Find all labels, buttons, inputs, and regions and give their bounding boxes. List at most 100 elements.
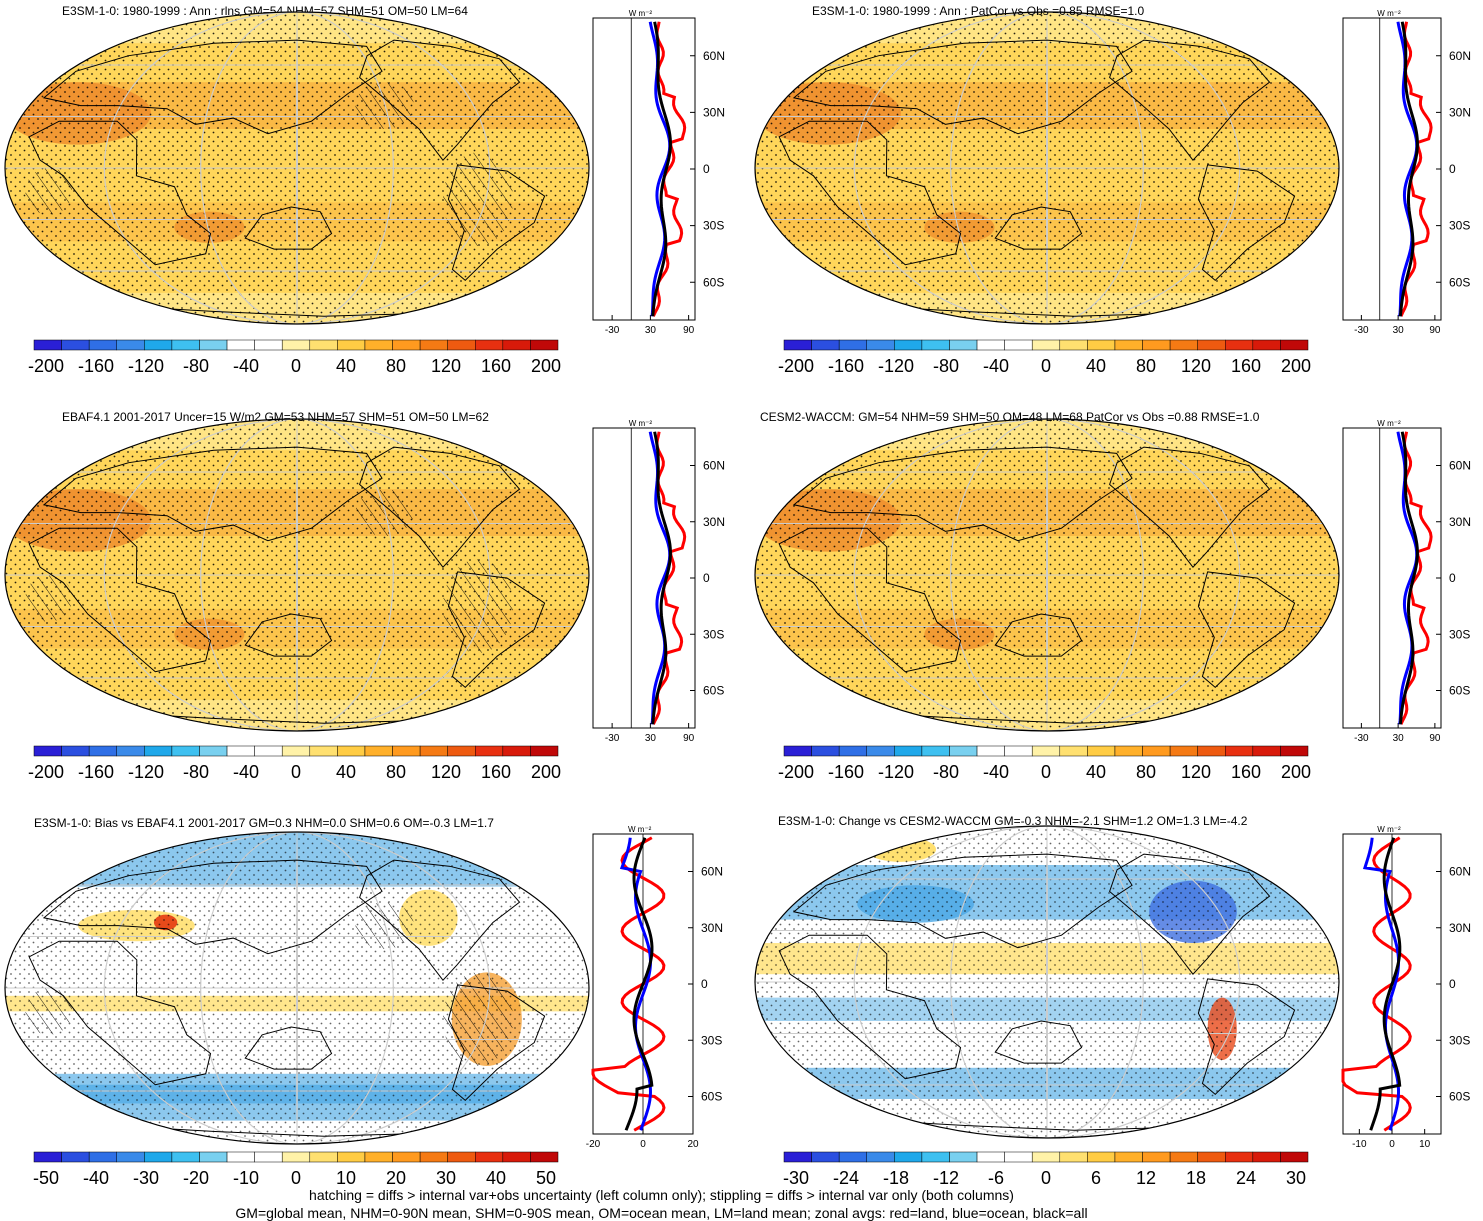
colorbar-swatch <box>502 1151 531 1163</box>
colorbar-swatch <box>783 745 812 757</box>
zonal-frame <box>592 17 696 321</box>
map-border <box>4 11 590 325</box>
colorbar-swatch <box>61 339 90 351</box>
graticule-meridian <box>200 12 394 324</box>
coastline-africa <box>28 527 212 673</box>
colorbar-swatch <box>838 745 867 757</box>
colorbar-tick-label: 30 <box>1286 1168 1306 1188</box>
zonal-line-all <box>1398 21 1419 317</box>
world-map <box>754 418 1340 732</box>
coastline-namerica <box>359 859 521 981</box>
lat-label: 60N <box>703 49 725 63</box>
colorbar-swatch <box>811 1151 840 1163</box>
colorbar-swatch <box>337 745 366 757</box>
colorbar-swatch <box>1197 1151 1226 1163</box>
lat-label: 60N <box>1449 49 1471 63</box>
x-tick-label: 20 <box>687 1139 699 1150</box>
colorbar-swatch <box>1087 339 1116 351</box>
x-tick-label: 30 <box>1393 325 1405 336</box>
lat-label: 60N <box>1449 459 1471 473</box>
colorbar-swatch <box>1114 745 1143 757</box>
colorbar-swatch <box>281 1151 311 1163</box>
colorbar-swatch <box>392 339 421 351</box>
colorbar-tick-label: 200 <box>531 356 561 376</box>
lat-label: 30N <box>703 515 725 529</box>
colorbar-tick-label: -200 <box>28 356 64 376</box>
lat-label: 30S <box>703 627 724 641</box>
colorbar-swatch <box>1225 1151 1254 1163</box>
colorbar-swatch <box>226 339 255 351</box>
panel-title: E3SM-1-0: Bias vs EBAF4.1 2001-2017 GM=0… <box>34 816 494 830</box>
colorbar-swatch <box>364 745 393 757</box>
colorbar-swatch <box>33 339 62 351</box>
colorbar-tick-label: -120 <box>128 762 164 782</box>
colorbar-swatch <box>1252 1151 1281 1163</box>
x-tick-label: -30 <box>1354 733 1369 744</box>
colorbar-swatch <box>144 1151 173 1163</box>
colorbar-tick-label: 160 <box>1231 356 1261 376</box>
colorbar: -200 -160 -120 -80 -40 0 40 80 120 160 200 <box>28 745 561 782</box>
colorbar-tick-label: 120 <box>431 762 461 782</box>
colorbar-tick-label: 12 <box>1136 1168 1156 1188</box>
coastline-eurasia <box>792 39 1133 135</box>
colorbar-swatch <box>1169 1151 1198 1163</box>
colorbar-swatch <box>1004 1151 1033 1163</box>
hatching <box>25 988 73 1035</box>
colorbar-tick-label: 120 <box>431 356 461 376</box>
zonal-mean-plot: -30 30 90 60N 30N 0 30S 60S W m⁻² <box>1342 419 1471 744</box>
x-tick-label: 0 <box>1389 1139 1395 1150</box>
panel-title: CESM2-WACCM: GM=54 NHM=59 SHM=50 OM=48 L… <box>760 410 1260 424</box>
map-border <box>754 825 1340 1139</box>
coastline-eurasia <box>42 859 383 955</box>
colorbar: -200 -160 -120 -80 -40 0 40 80 120 160 200 <box>28 339 561 376</box>
colorbar-swatch <box>783 339 812 351</box>
colorbar-swatch <box>1059 339 1088 351</box>
colorbar-swatch <box>475 745 504 757</box>
colorbar-tick-label: 40 <box>336 356 356 376</box>
world-map <box>4 418 590 732</box>
colorbar-swatch <box>116 745 145 757</box>
x-tick-label: -20 <box>586 1139 601 1150</box>
colorbar-tick-label: -40 <box>83 1168 109 1188</box>
colorbar-swatch <box>1114 1151 1143 1163</box>
colorbar-swatch <box>1059 745 1088 757</box>
colorbar-swatch <box>894 339 923 351</box>
unit-label: W m⁻² <box>629 9 653 18</box>
coastline-australia <box>994 206 1083 250</box>
coastline-africa <box>778 934 962 1080</box>
colorbar-swatch <box>61 1151 90 1163</box>
map-border <box>4 418 590 732</box>
colorbar-swatch <box>1031 1151 1061 1163</box>
colorbar-swatch <box>447 745 476 757</box>
colorbar-swatch <box>921 339 950 351</box>
map-border <box>754 11 1340 325</box>
colorbar-swatch <box>1280 1151 1309 1163</box>
hatching <box>25 168 73 215</box>
colorbar-tick-label: -18 <box>883 1168 909 1188</box>
colorbar-swatch <box>254 745 283 757</box>
colorbar-swatch <box>1087 1151 1116 1163</box>
colorbar-swatch <box>1197 339 1226 351</box>
colorbar-tick-label: -40 <box>233 356 259 376</box>
zonal-mean-plot: -30 30 90 60N 30N 0 30S 60S W m⁻² <box>592 9 725 336</box>
zonal-line-all <box>651 21 672 317</box>
lat-label: 0 <box>703 571 710 585</box>
colorbar-tick-label: 200 <box>531 762 561 782</box>
colorbar-tick-label: -120 <box>878 356 914 376</box>
lat-label: 0 <box>1449 571 1456 585</box>
colorbar-tick-label: 160 <box>481 356 511 376</box>
colorbar-swatch <box>364 1151 393 1163</box>
lat-label: 30N <box>1449 921 1471 935</box>
graticule-meridian <box>1046 12 1048 324</box>
graticule-meridian <box>1046 826 1048 1138</box>
colorbar-swatch <box>1225 745 1254 757</box>
x-tick-label: -30 <box>1354 325 1369 336</box>
colorbar-tick-label: -120 <box>128 356 164 376</box>
colorbar-swatch <box>199 1151 228 1163</box>
colorbar-tick-label: 0 <box>1041 1168 1051 1188</box>
colorbar-swatch <box>281 339 311 351</box>
colorbar-tick-label: 200 <box>1281 356 1311 376</box>
colorbar-swatch <box>530 745 559 757</box>
colorbar-tick-label: -20 <box>183 1168 209 1188</box>
graticule-meridian <box>853 12 1241 324</box>
